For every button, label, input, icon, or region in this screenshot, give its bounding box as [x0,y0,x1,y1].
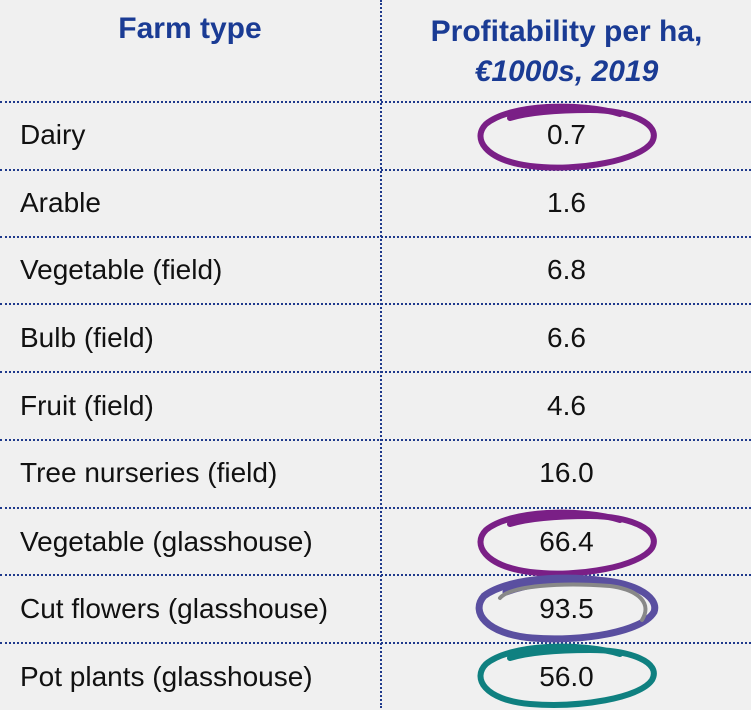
profit-value-cell: 6.6 [547,322,586,353]
row-divider [0,439,751,441]
farm-type-cell: Vegetable (field) [20,254,223,285]
profit-value-cell: 66.4 [539,526,594,557]
row-divider [0,642,751,644]
table-row: Vegetable (glasshouse) 66.4 [0,509,751,575]
header-divider [0,101,751,103]
profit-value-cell: 93.5 [539,593,594,624]
farm-type-cell: Dairy [20,119,86,150]
row-divider [0,236,751,238]
row-divider [0,574,751,576]
header-farm-type: Farm type [118,12,262,45]
row-divider [0,169,751,171]
row-divider [0,371,751,373]
profit-value-cell: 6.8 [547,254,586,285]
farm-type-cell: Tree nurseries (field) [20,457,278,488]
profit-value-cell: 56.0 [539,661,594,692]
table-row: Dairy 0.7 [0,102,751,168]
farm-type-cell: Arable [20,187,101,218]
profit-value-cell: 16.0 [539,457,594,488]
table-row: Tree nurseries (field) 16.0 [0,440,751,506]
header-profitability-line1: Profitability per ha, [430,15,703,48]
row-divider [0,303,751,305]
profit-value-cell: 1.6 [547,187,586,218]
table-row: Pot plants (glasshouse) 56.0 [0,644,751,710]
row-divider [0,507,751,509]
farm-type-cell: Cut flowers (glasshouse) [20,593,329,624]
header-profitability: Profitability per ha, €1000s, 2019 [382,12,751,92]
table-row: Bulb (field) 6.6 [0,305,751,371]
column-divider [380,0,382,708]
table-row: Vegetable (field) 6.8 [0,237,751,303]
profit-value-cell: 4.6 [547,390,586,421]
farm-type-cell: Pot plants (glasshouse) [20,661,313,692]
table-row: Fruit (field) 4.6 [0,373,751,439]
table-row: Cut flowers (glasshouse) 93.5 [0,576,751,642]
table-row: Arable 1.6 [0,170,751,236]
farm-type-cell: Fruit (field) [20,390,154,421]
header-profitability-line2: €1000s, 2019 [474,55,659,88]
profit-value-cell: 0.7 [547,119,586,150]
farm-type-cell: Bulb (field) [20,322,154,353]
farm-type-cell: Vegetable (glasshouse) [20,526,313,557]
